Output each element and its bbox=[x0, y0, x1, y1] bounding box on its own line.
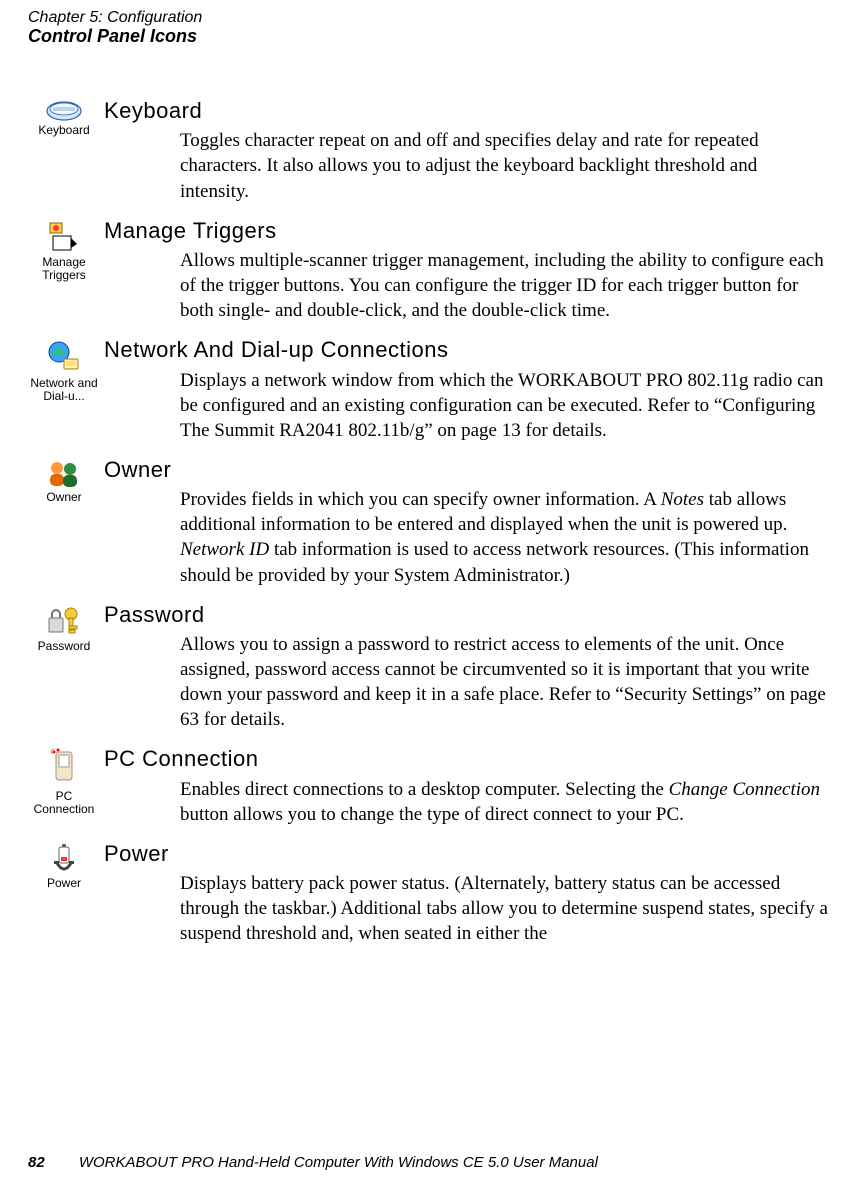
section-body: Allows you to assign a password to restr… bbox=[180, 632, 828, 732]
entry-text: Network And Dial-up Connections Displays… bbox=[104, 337, 828, 443]
section-title: Keyboard bbox=[104, 98, 828, 124]
content: Keyboard Keyboard Toggles character repe… bbox=[28, 98, 828, 960]
section-body: Displays battery pack power status. (Alt… bbox=[180, 871, 828, 946]
entry-manage-triggers: Manage Triggers Manage Triggers Allows m… bbox=[28, 218, 828, 324]
icon-label: Keyboard bbox=[38, 123, 89, 137]
section-body: Provides fields in which you can specify… bbox=[180, 487, 828, 587]
section-title: Network And Dial-up Connections bbox=[104, 337, 828, 363]
section-body: Allows multiple-scanner trigger manageme… bbox=[180, 248, 828, 323]
footer-title: WORKABOUT PRO Hand-Held Computer With Wi… bbox=[79, 1154, 598, 1171]
icon-block: PC Connection bbox=[26, 748, 102, 816]
page-footer: 82 WORKABOUT PRO Hand-Held Computer With… bbox=[28, 1154, 818, 1171]
section-title: Manage Triggers bbox=[104, 218, 828, 244]
entry-text: Keyboard Toggles character repeat on and… bbox=[104, 98, 828, 204]
page-number: 82 bbox=[28, 1154, 45, 1171]
icon-label: Owner bbox=[46, 490, 81, 504]
entry-text: Owner Provides fields in which you can s… bbox=[104, 457, 828, 588]
password-icon bbox=[26, 604, 102, 638]
page: Chapter 5: Configuration Control Panel I… bbox=[0, 0, 848, 1197]
entry-text: Power Displays battery pack power status… bbox=[104, 841, 828, 947]
entry-text: PC Connection Enables direct connections… bbox=[104, 746, 828, 827]
entry-text: Manage Triggers Allows multiple-scanner … bbox=[104, 218, 828, 324]
entry-pc-connection: PC Connection PC Connection Enables dire… bbox=[28, 746, 828, 827]
page-header: Chapter 5: Configuration Control Panel I… bbox=[28, 8, 818, 48]
icon-block: Password bbox=[26, 604, 102, 653]
power-icon bbox=[26, 843, 102, 875]
entry-network-dialup: Network and Dial-u... Network And Dial-u… bbox=[28, 337, 828, 443]
section-body: Displays a network window from which the… bbox=[180, 368, 828, 443]
icon-block: Manage Triggers bbox=[26, 220, 102, 282]
section-body: Toggles character repeat on and off and … bbox=[180, 128, 828, 203]
entry-keyboard: Keyboard Keyboard Toggles character repe… bbox=[28, 98, 828, 204]
section-title: Password bbox=[104, 602, 828, 628]
entry-owner: Owner Owner Provides fields in which you… bbox=[28, 457, 828, 588]
section-title: PC Connection bbox=[104, 746, 828, 772]
icon-label: Manage Triggers bbox=[42, 255, 86, 282]
entry-password: Password Password Allows you to assign a… bbox=[28, 602, 828, 733]
icon-label: Network and Dial-u... bbox=[30, 376, 97, 403]
owner-icon bbox=[26, 459, 102, 489]
pc-connection-icon bbox=[26, 748, 102, 788]
icon-block: Owner bbox=[26, 459, 102, 504]
header-section-line: Control Panel Icons bbox=[28, 26, 818, 48]
section-body: Enables direct connections to a desktop … bbox=[180, 777, 828, 827]
entry-text: Password Allows you to assign a password… bbox=[104, 602, 828, 733]
icon-block: Power bbox=[26, 843, 102, 890]
network-icon bbox=[26, 339, 102, 375]
icon-label: PC Connection bbox=[34, 789, 95, 816]
keyboard-icon bbox=[26, 100, 102, 122]
icon-label: Power bbox=[47, 876, 81, 890]
section-title: Owner bbox=[104, 457, 828, 483]
manage-triggers-icon bbox=[26, 220, 102, 254]
header-chapter-line: Chapter 5: Configuration bbox=[28, 8, 818, 27]
icon-block: Keyboard bbox=[26, 100, 102, 137]
icon-block: Network and Dial-u... bbox=[26, 339, 102, 403]
icon-label: Password bbox=[38, 639, 91, 653]
entry-power: Power Power Displays battery pack power … bbox=[28, 841, 828, 947]
section-title: Power bbox=[104, 841, 828, 867]
